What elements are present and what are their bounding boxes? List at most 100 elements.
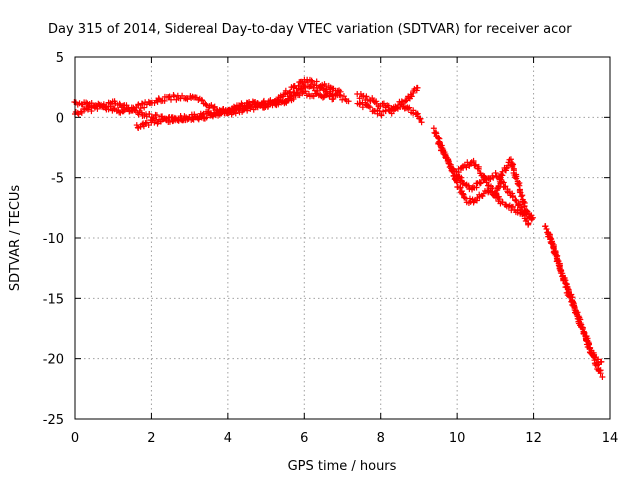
data-point: [475, 165, 482, 172]
series-track-a: [71, 76, 344, 124]
data-point: [418, 119, 425, 126]
tick-labels: 0 2 4 6 8 10 12 14 5 0 -5 -10 -15 -20 -25: [43, 51, 619, 446]
data-point: [470, 198, 477, 205]
data-point: [96, 102, 103, 109]
data-point: [598, 358, 605, 365]
data-point: [356, 101, 363, 108]
data-point: [91, 103, 98, 110]
data-point: [512, 196, 519, 203]
data-point: [445, 158, 452, 165]
x-tick-label: 4: [224, 431, 232, 446]
data-point: [509, 194, 516, 201]
data-point: [107, 103, 114, 110]
data-point: [313, 78, 320, 85]
data-point: [510, 161, 517, 168]
data-point: [153, 112, 160, 119]
data-point: [388, 110, 395, 117]
data-point: [490, 174, 497, 181]
data-point: [145, 122, 152, 129]
data-point: [573, 311, 580, 318]
x-tick-label: 0: [71, 431, 79, 446]
data-point: [592, 354, 599, 361]
data-point: [330, 95, 337, 102]
data-point: [493, 190, 500, 197]
data-point: [210, 105, 217, 112]
data-point: [168, 96, 175, 103]
data-point: [471, 162, 478, 169]
y-axis-title: SDTVAR / TECUs: [8, 185, 23, 292]
data-point: [290, 96, 297, 103]
data-point: [460, 191, 467, 198]
data-point: [599, 373, 606, 380]
data-point: [177, 113, 184, 120]
data-point: [507, 156, 514, 163]
y-tick-label: -25: [43, 413, 64, 428]
data-point: [332, 92, 339, 99]
data-point: [184, 96, 191, 103]
data-point: [171, 93, 178, 100]
series-track-c: [133, 88, 337, 132]
data-point: [258, 100, 265, 107]
data-point: [523, 216, 530, 223]
data-points: [71, 76, 606, 380]
data-point: [571, 303, 578, 310]
data-point: [437, 141, 444, 148]
series-track-e: [354, 99, 425, 126]
data-point: [549, 240, 556, 247]
data-point: [310, 84, 317, 91]
data-point: [512, 174, 519, 181]
data-point: [166, 118, 173, 125]
data-point: [369, 95, 376, 102]
data-point: [165, 114, 172, 121]
data-point: [137, 105, 144, 112]
data-point: [406, 104, 413, 111]
x-tick-label: 8: [377, 431, 385, 446]
data-point: [558, 267, 565, 274]
data-point: [513, 175, 520, 182]
data-point: [199, 111, 206, 118]
data-point: [550, 243, 557, 250]
data-point: [171, 114, 178, 121]
data-point: [363, 93, 370, 100]
data-point: [405, 105, 412, 112]
grid-lines: [75, 57, 610, 419]
data-point: [138, 109, 145, 116]
data-point: [367, 104, 374, 111]
data-point: [435, 134, 442, 141]
data-point: [125, 105, 132, 112]
data-point: [516, 182, 523, 189]
x-tick-label: 6: [300, 431, 308, 446]
data-point: [568, 291, 575, 298]
data-point: [442, 151, 449, 158]
data-point: [140, 123, 147, 130]
x-axis-title: GPS time / hours: [288, 459, 397, 474]
data-point: [203, 114, 210, 121]
data-point: [223, 109, 230, 116]
data-point: [480, 190, 487, 197]
y-tick-label: -15: [43, 292, 64, 307]
data-point: [120, 108, 127, 115]
y-tick-label: -20: [43, 353, 64, 368]
data-point: [525, 220, 532, 227]
data-point: [492, 169, 499, 176]
data-point: [186, 114, 193, 121]
data-point: [126, 108, 133, 115]
data-point: [414, 84, 421, 91]
data-point: [499, 199, 506, 206]
data-point: [83, 99, 90, 106]
x-tick-label: 12: [525, 431, 542, 446]
data-point: [359, 104, 366, 111]
data-point: [146, 110, 153, 117]
data-point: [521, 202, 528, 209]
data-point: [417, 115, 424, 122]
data-point: [458, 174, 465, 181]
data-point: [543, 225, 550, 232]
data-point: [597, 370, 604, 377]
data-point: [510, 203, 517, 210]
data-point: [202, 100, 209, 107]
y-tick-label: -10: [43, 232, 64, 247]
y-tick-label: -5: [51, 172, 64, 187]
data-point: [516, 201, 523, 208]
data-point: [579, 324, 586, 331]
